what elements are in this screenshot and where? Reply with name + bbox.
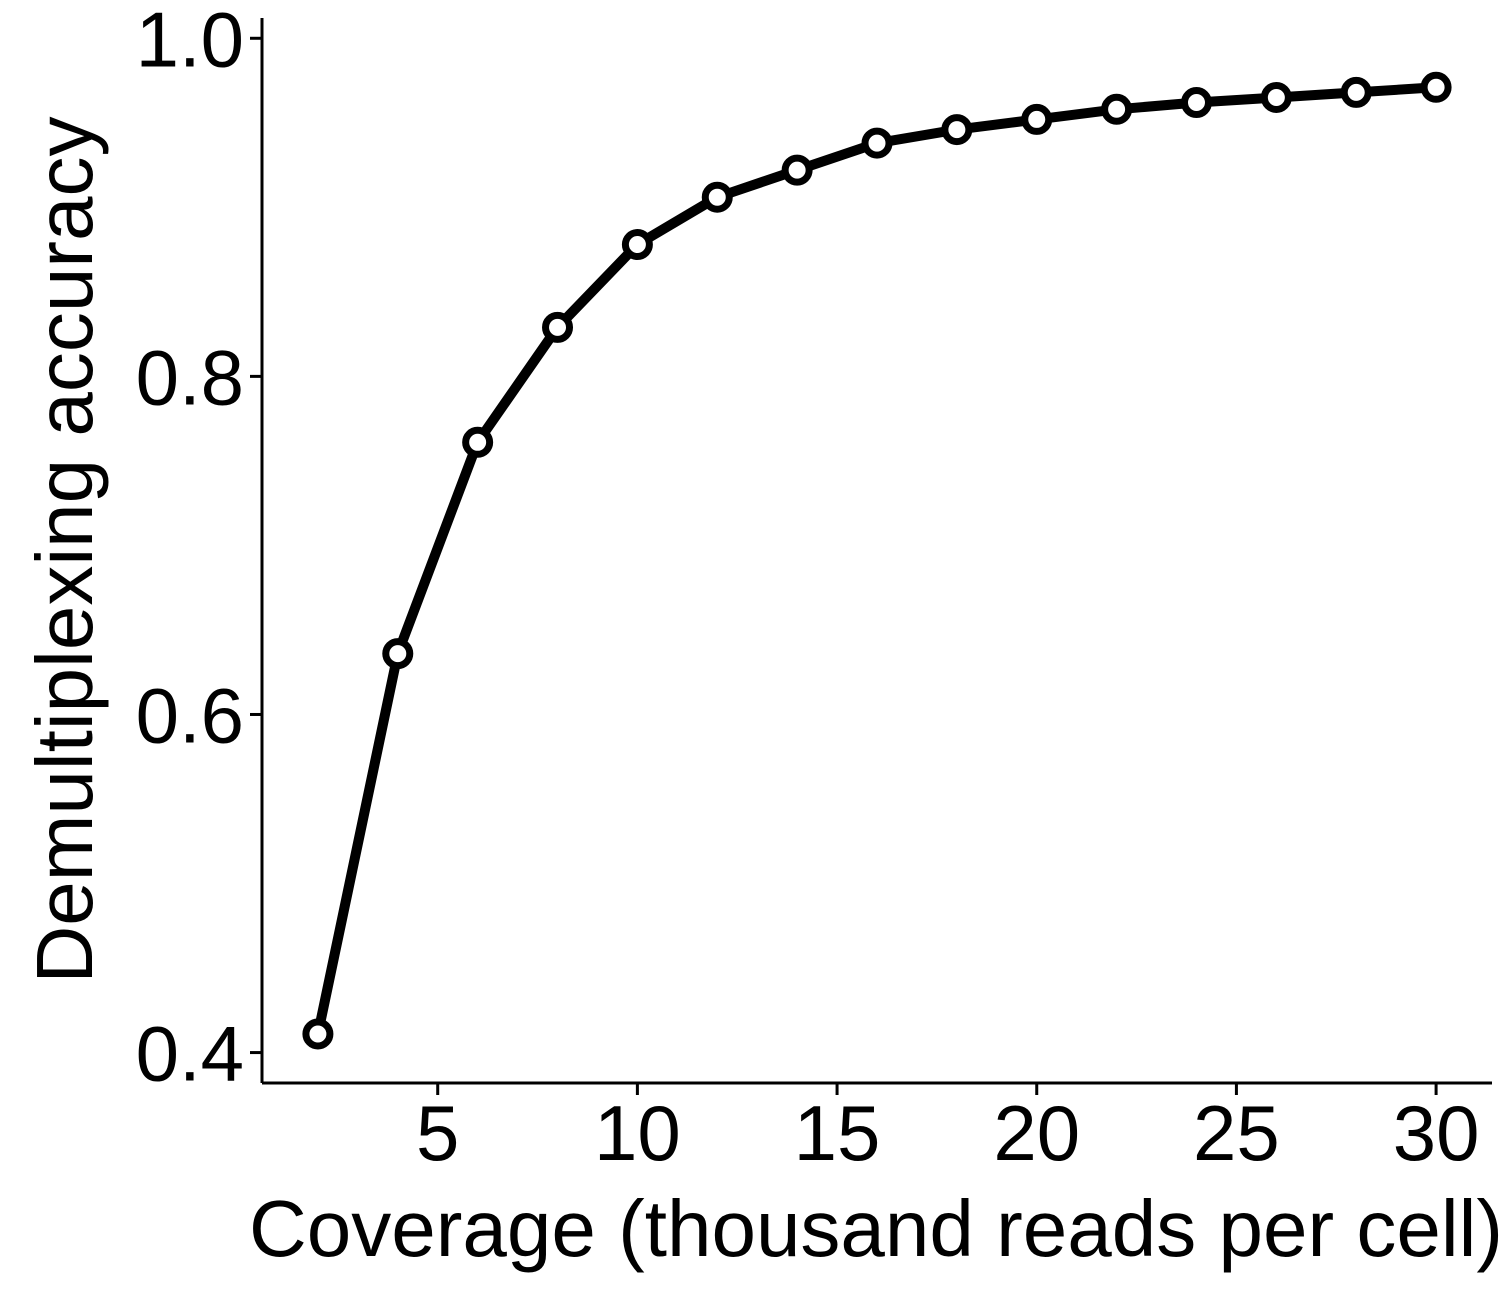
- y-tick-label: 1.0: [136, 0, 244, 83]
- data-point: [1340, 76, 1372, 108]
- data-point: [861, 127, 893, 159]
- data-point: [1180, 87, 1212, 119]
- x-tick-label: 5: [416, 1089, 459, 1177]
- data-point: [701, 181, 733, 213]
- data-point: [462, 426, 494, 458]
- x-axis-title: Coverage (thousand reads per cell): [249, 1184, 1503, 1273]
- x-tick-label: 15: [794, 1089, 881, 1177]
- y-axis-title: Demultiplexing accuracy: [20, 116, 109, 983]
- data-point: [382, 638, 414, 670]
- data-point: [1101, 93, 1133, 125]
- y-tick-label: 0.6: [136, 671, 244, 759]
- x-tick-label: 25: [1193, 1089, 1280, 1177]
- series-line: [312, 82, 1442, 1039]
- data-point: [621, 229, 653, 261]
- y-tick-label: 0.4: [136, 1010, 244, 1098]
- series-layer: [302, 71, 1452, 1050]
- data-point: [1420, 71, 1452, 103]
- data-point: [302, 1018, 334, 1050]
- data-point: [1260, 81, 1292, 113]
- x-tick-label: 10: [594, 1089, 681, 1177]
- data-point: [941, 114, 973, 146]
- data-point: [542, 311, 574, 343]
- data-point: [781, 154, 813, 186]
- x-tick-label: 20: [993, 1089, 1080, 1177]
- axes: 5 10 15 20 25 30 0.4 0.6 0.8 1.0: [136, 0, 1492, 1177]
- x-tick-label: 30: [1393, 1089, 1480, 1177]
- y-tick-label: 0.8: [136, 333, 244, 421]
- data-point: [1021, 103, 1053, 135]
